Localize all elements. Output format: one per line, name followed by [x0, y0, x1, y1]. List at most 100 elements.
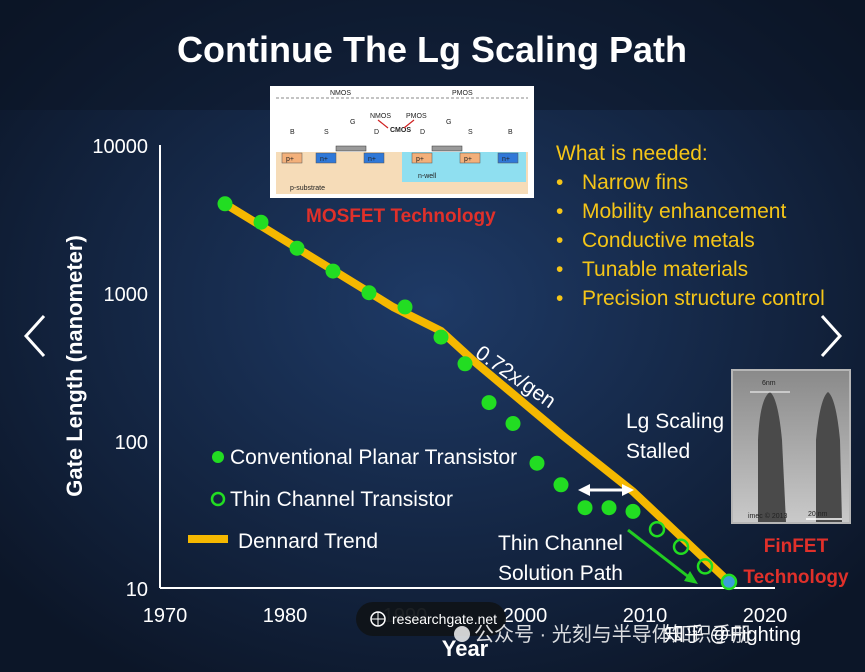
thin-path-label-line1: Thin Channel	[498, 532, 623, 555]
well-label-5: p+	[464, 156, 472, 163]
terminal-1: B	[290, 129, 295, 136]
terminal-5: D	[420, 129, 425, 136]
needed-item-2: Mobility enhancement	[582, 200, 786, 223]
thin-path-label-line2: Solution Path	[498, 562, 623, 585]
stalled-double-arrow	[578, 484, 634, 496]
legend-planar-marker	[212, 451, 224, 463]
source-badge-label: researchgate.net	[392, 611, 497, 627]
well-label-2: n+	[320, 156, 328, 163]
y-tick-100: 100	[115, 432, 148, 454]
chevron-left-icon	[23, 314, 46, 358]
needed-bullet-3: •	[556, 229, 563, 252]
finfet-caption-line2: Technology	[743, 567, 849, 588]
dennard-trend-layer	[221, 199, 733, 586]
terminal-8: B	[508, 129, 513, 136]
needed-bullet-5: •	[556, 287, 563, 310]
y-axis-label: Gate Length (nanometer)	[62, 235, 87, 497]
p-substrate-label: p-substrate	[290, 185, 325, 192]
mosfet-nmos-label: NMOS	[330, 90, 351, 97]
fin-right	[816, 392, 842, 522]
planar-transistor-point	[601, 500, 617, 516]
planar-transistor-point	[457, 356, 473, 372]
planar-transistor-point	[577, 500, 593, 516]
mosfet-pmos-small: PMOS	[406, 113, 427, 120]
chevron-right-icon	[820, 314, 843, 358]
data-points-layer	[217, 196, 738, 591]
needed-bullet-4: •	[556, 258, 563, 281]
well-label-3: n+	[368, 156, 376, 163]
fin-left	[758, 392, 786, 522]
planar-transistor-point	[553, 477, 569, 493]
thin-channel-point	[696, 558, 714, 575]
dennard-trend-line	[221, 199, 733, 586]
stalled-label-line1: Lg Scaling	[626, 410, 724, 433]
y-tick-10000: 10000	[92, 136, 148, 158]
x-tick-2020: 2020	[743, 605, 788, 627]
planar-transistor-point	[481, 395, 497, 411]
mosfet-caption: MOSFET Technology	[306, 206, 496, 227]
wechat-watermark: 公众号 · 光刻与半导体知识手册	[474, 623, 752, 646]
mosfet-pmos-label: PMOS	[452, 90, 473, 97]
prev-slide-button[interactable]	[14, 300, 54, 370]
x-tick-2000: 2000	[503, 605, 548, 627]
legend: Conventional Planar Transistor Thin Chan…	[188, 446, 517, 553]
pmos-gate	[431, 145, 463, 152]
terminal-4: D	[374, 129, 379, 136]
planar-transistor-point	[397, 299, 413, 315]
nmos-gate	[335, 145, 367, 152]
fin-width-label: 6nm	[762, 380, 776, 387]
mosfet-diagram: NMOS PMOS NMOS PMOS CMOS p-substrate n-w…	[270, 86, 534, 198]
imec-label: imec © 2013	[748, 512, 788, 520]
planar-transistor-point	[625, 503, 641, 519]
planar-transistor-point	[253, 214, 269, 230]
zhihu-watermark: 知乎 @Fighting	[664, 623, 801, 646]
well-label-6: n+	[502, 156, 510, 163]
thin-channel-point	[720, 573, 738, 591]
thin-channel-point	[648, 520, 666, 538]
needed-heading: What is needed:	[556, 142, 708, 165]
x-tick-1980: 1980	[263, 605, 308, 627]
wechat-icon	[454, 626, 470, 642]
planar-transistor-point	[325, 263, 341, 279]
legend-thin-label: Thin Channel Transistor	[230, 488, 453, 511]
planar-transistor-point	[505, 416, 521, 431]
n-well-label: n-well	[418, 173, 437, 180]
well-label-4: p+	[416, 156, 424, 163]
next-slide-button[interactable]	[810, 300, 850, 370]
stalled-label-line2: Stalled	[626, 440, 690, 463]
legend-thin-marker	[210, 491, 226, 507]
planar-transistor-point	[529, 455, 545, 471]
planar-transistor-point	[289, 240, 305, 256]
sem-scale-label: 20 nm	[808, 511, 828, 518]
needed-list: What is needed: • Narrow fins • Mobility…	[556, 142, 825, 310]
planar-transistor-point	[217, 196, 233, 212]
thin-path-arrow	[627, 528, 698, 584]
needed-item-3: Conductive metals	[582, 229, 755, 252]
needed-item-4: Tunable materials	[582, 258, 748, 281]
terminal-7: S	[468, 129, 473, 136]
finfet-image: 6nm imec © 2013 20 nm	[731, 369, 851, 524]
slide-title: Continue The Lg Scaling Path	[177, 29, 687, 70]
x-tick-1970: 1970	[143, 605, 188, 627]
x-tick-2010: 2010	[623, 605, 668, 627]
planar-transistor-point	[361, 285, 377, 301]
needed-item-1: Narrow fins	[582, 171, 688, 194]
well-label-1: p+	[286, 156, 294, 163]
legend-dennard-label: Dennard Trend	[238, 530, 378, 553]
legend-planar-label: Conventional Planar Transistor	[230, 446, 517, 469]
y-tick-10: 10	[126, 579, 148, 601]
planar-transistor-point	[433, 329, 449, 345]
thin-channel-point	[672, 538, 690, 556]
source-badge[interactable]: researchgate.net	[356, 602, 506, 636]
mosfet-cmos-label: CMOS	[390, 127, 411, 134]
terminal-2: S	[324, 129, 329, 136]
needed-bullet-1: •	[556, 171, 563, 194]
terminal-6: G	[446, 119, 451, 126]
y-tick-1000: 1000	[104, 284, 149, 306]
mosfet-nmos-small: NMOS	[370, 113, 391, 120]
needed-bullet-2: •	[556, 200, 563, 223]
finfet-caption-line1: FinFET	[764, 536, 829, 557]
terminal-3: G	[350, 119, 355, 126]
